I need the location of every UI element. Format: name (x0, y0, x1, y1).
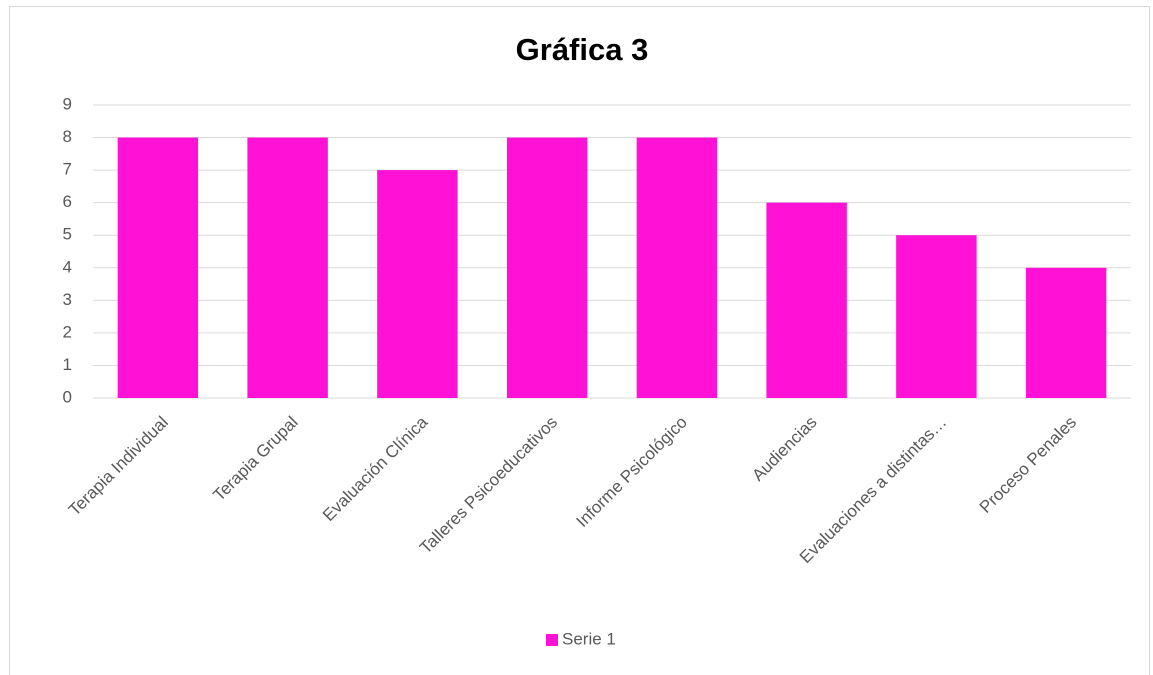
y-tick-label: 3 (63, 290, 72, 309)
y-tick-label: 4 (63, 257, 72, 276)
bar (506, 137, 588, 399)
legend-swatch (546, 634, 558, 646)
y-tick-label: 7 (63, 160, 72, 179)
bar (247, 137, 328, 399)
y-tick-label: 9 (63, 94, 72, 113)
y-tick-label: 1 (63, 355, 72, 374)
y-tick-label: 2 (63, 322, 72, 341)
y-tick-label: 6 (63, 192, 72, 211)
y-tick-label: 5 (63, 225, 72, 244)
bar (896, 235, 977, 398)
bar (117, 137, 199, 399)
y-tick-label: 0 (63, 387, 72, 406)
chart-title: Gráfica 3 (516, 32, 649, 67)
bar (1025, 267, 1107, 398)
legend-label: Serie 1 (562, 629, 616, 648)
bar (636, 137, 718, 399)
y-tick-label: 8 (63, 127, 72, 146)
bar (766, 202, 847, 398)
bar (377, 170, 458, 398)
